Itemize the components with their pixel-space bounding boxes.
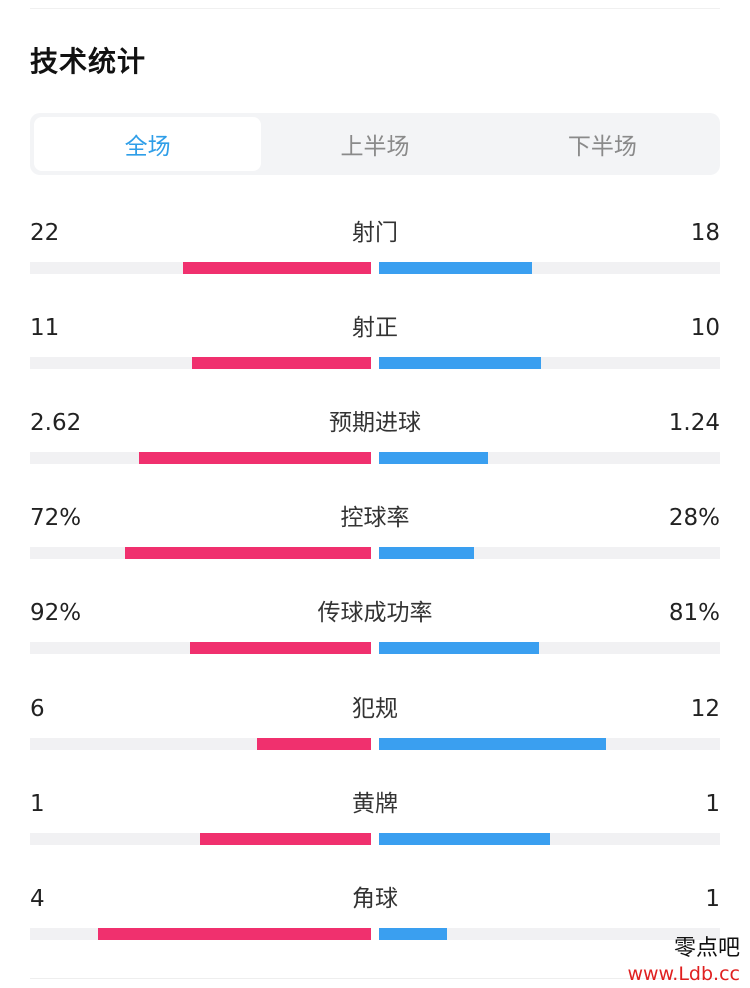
home-bar	[192, 357, 371, 369]
stat-row-shots: 22 射门 18	[30, 218, 720, 278]
home-value: 6	[30, 696, 45, 722]
away-value: 10	[690, 315, 720, 341]
away-bar	[379, 357, 541, 369]
stat-row-possession: 72% 控球率 28%	[30, 503, 720, 563]
away-bar	[379, 738, 606, 750]
home-bar	[139, 452, 371, 464]
away-bar	[379, 928, 447, 940]
away-value: 12	[690, 696, 720, 722]
stat-label: 预期进球	[329, 410, 421, 436]
stat-label: 犯规	[352, 696, 398, 722]
away-bar	[379, 262, 532, 274]
home-bar-track	[30, 738, 371, 750]
stat-row-expected-goals: 2.62 预期进球 1.24	[30, 408, 720, 468]
home-bar-track	[30, 928, 371, 940]
period-tabs: 全场 上半场 下半场	[30, 113, 720, 175]
home-value: 11	[30, 315, 60, 341]
stat-row-fouls: 6 犯规 12	[30, 694, 720, 754]
stat-label: 传球成功率	[317, 600, 433, 626]
away-bar	[379, 833, 550, 845]
home-bar-track	[30, 833, 371, 845]
bottom-divider	[30, 978, 720, 979]
watermark-url: www.Ldb.cc	[627, 963, 740, 985]
away-value: 1	[705, 791, 720, 817]
top-divider	[30, 8, 720, 9]
watermark: 零点吧 www.Ldb.cc	[627, 936, 740, 986]
stat-row-shots-on-target: 11 射正 10	[30, 313, 720, 373]
home-bar-track	[30, 547, 371, 559]
stat-label: 黄牌	[352, 791, 398, 817]
away-bar-track	[379, 262, 720, 274]
home-bar	[200, 833, 371, 845]
home-value: 22	[30, 220, 60, 246]
home-bar	[98, 928, 371, 940]
away-bar-track	[379, 833, 720, 845]
away-bar-track	[379, 928, 720, 940]
stat-label: 射正	[352, 315, 398, 341]
away-value: 81%	[668, 600, 720, 626]
away-bar-track	[379, 547, 720, 559]
stat-row-pass-accuracy: 92% 传球成功率 81%	[30, 598, 720, 658]
home-value: 92%	[30, 600, 82, 626]
tab-full-match[interactable]: 全场	[34, 117, 262, 171]
stat-row-corners: 4 角球 1	[30, 884, 720, 944]
away-bar-track	[379, 357, 720, 369]
away-value: 1	[705, 886, 720, 912]
stat-row-yellow-cards: 1 黄牌 1	[30, 789, 720, 849]
home-bar-track	[30, 452, 371, 464]
home-bar-track	[30, 262, 371, 274]
away-bar	[379, 547, 474, 559]
home-bar-track	[30, 357, 371, 369]
watermark-text: 零点吧	[673, 936, 740, 961]
away-bar-track	[379, 738, 720, 750]
stat-label: 角球	[352, 886, 398, 912]
home-bar	[257, 738, 371, 750]
home-bar	[183, 262, 371, 274]
away-value: 18	[690, 220, 720, 246]
away-bar-track	[379, 642, 720, 654]
home-value: 1	[30, 791, 45, 817]
away-bar	[379, 452, 488, 464]
home-value: 4	[30, 886, 45, 912]
stat-label: 控球率	[340, 505, 410, 531]
away-bar	[379, 642, 539, 654]
home-bar	[190, 642, 371, 654]
away-bar-track	[379, 452, 720, 464]
stat-label: 射门	[352, 220, 398, 246]
away-value: 28%	[668, 505, 720, 531]
home-bar	[125, 547, 371, 559]
home-value: 72%	[30, 505, 82, 531]
tab-second-half[interactable]: 下半场	[567, 134, 637, 160]
home-bar-track	[30, 642, 371, 654]
home-value: 2.62	[30, 410, 82, 436]
away-value: 1.24	[668, 410, 720, 436]
page-title: 技术统计	[30, 45, 147, 78]
tab-first-half[interactable]: 上半场	[340, 134, 410, 160]
